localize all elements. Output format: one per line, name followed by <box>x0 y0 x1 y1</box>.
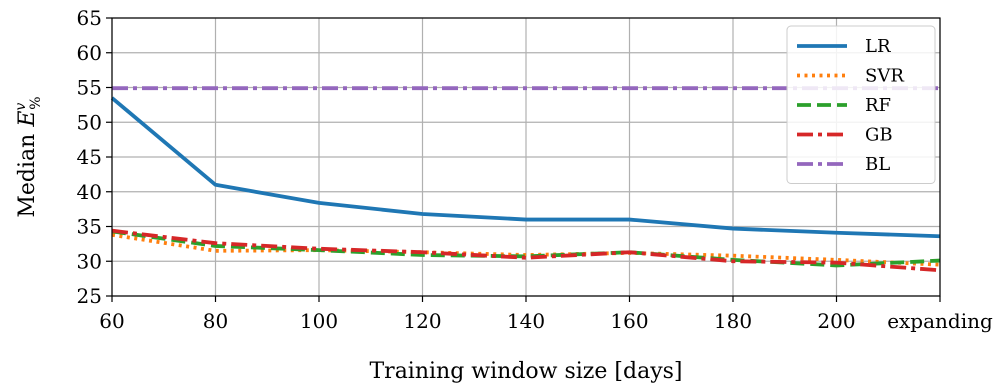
y-tick-label: 60 <box>77 41 102 65</box>
y-axis-ticks: 25 30 35 40 45 50 55 60 65 <box>77 6 112 308</box>
x-tick-label: 60 <box>99 309 124 333</box>
series-line-lr <box>110 96 941 239</box>
x-axis-label: Training window size [days] <box>370 359 683 384</box>
x-tick-label: 100 <box>300 309 338 333</box>
y-axis-label-main: Median <box>15 127 40 218</box>
x-tick-label: 160 <box>610 309 648 333</box>
y-axis-label: Median Ev% <box>13 96 44 217</box>
legend-label: SVR <box>865 66 904 87</box>
legend-label: BL <box>865 154 890 175</box>
series-line-svr <box>111 232 941 267</box>
y-axis-label-sup: v <box>13 103 29 111</box>
legend-label: LR <box>865 36 891 57</box>
legend-item-lr: LR <box>797 36 891 57</box>
y-axis-label-sub: % <box>28 96 44 109</box>
y-tick-label: 40 <box>77 180 102 204</box>
legend-label: RF <box>865 95 891 116</box>
x-tick-label: 200 <box>817 309 855 333</box>
y-tick-label: 50 <box>77 110 102 134</box>
legend-item-bl: BL <box>797 154 890 175</box>
y-tick-label: 45 <box>77 145 102 169</box>
y-axis-label-symbol: E <box>15 111 40 128</box>
x-axis-ticks: 60 80 100 120 140 160 180 200 expanding <box>99 296 993 333</box>
y-tick-label: 35 <box>77 215 102 239</box>
x-tick-label: 120 <box>403 309 441 333</box>
series-line-gb <box>111 228 941 273</box>
legend-item-svr: SVR <box>797 66 904 87</box>
legend-label: GB <box>865 125 893 146</box>
legend-item-gb: GB <box>797 125 893 146</box>
y-tick-label: 65 <box>77 6 102 30</box>
x-tick-label: expanding <box>887 309 993 333</box>
legend-item-rf: RF <box>797 95 891 116</box>
x-tick-label: 180 <box>714 309 752 333</box>
y-tick-label: 30 <box>77 249 102 273</box>
legend: LR SVR RF GB BL <box>786 25 936 184</box>
y-tick-label: 55 <box>77 76 102 100</box>
x-tick-label: 140 <box>507 309 545 333</box>
legend-box <box>786 25 936 184</box>
y-tick-label: 25 <box>77 284 102 308</box>
x-tick-label: 80 <box>203 309 228 333</box>
